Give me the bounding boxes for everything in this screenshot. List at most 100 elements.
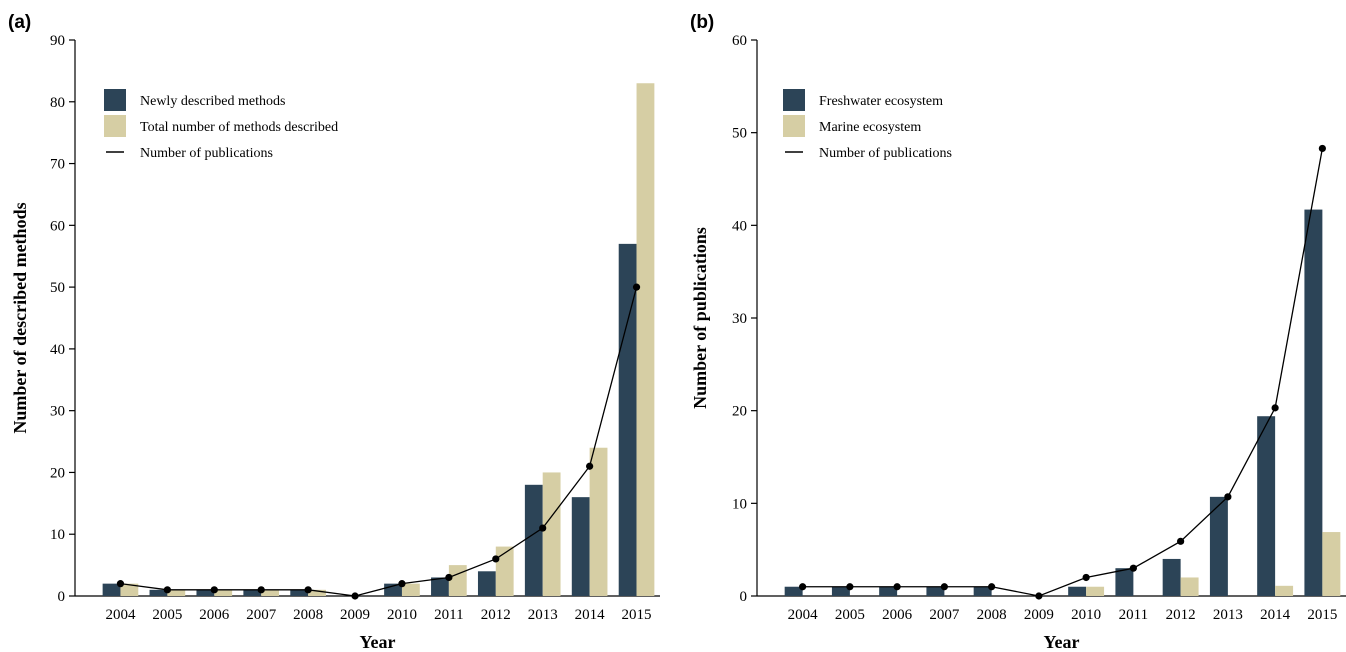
x-tick-label: 2013	[1213, 607, 1243, 623]
bar-dark	[1257, 416, 1276, 596]
y-tick-label: 80	[50, 95, 65, 111]
bar-light	[1086, 586, 1105, 596]
bar-dark	[524, 484, 543, 596]
bar-light	[589, 447, 608, 596]
bar-dark	[149, 589, 168, 596]
publications-line	[120, 286, 638, 597]
line-point	[1082, 573, 1090, 582]
x-tick-label: 2010	[387, 607, 417, 623]
x-tick-label: 2006	[199, 607, 230, 623]
line-point	[940, 583, 948, 591]
bar-dark	[571, 497, 590, 596]
legend-label: Total number of methods described	[140, 120, 338, 135]
line-point	[1224, 493, 1232, 501]
bar-dark	[1304, 209, 1323, 596]
bar-light	[542, 472, 561, 596]
y-tick-label: 20	[50, 465, 65, 481]
x-axis-title: Year	[360, 632, 396, 652]
bar-light	[120, 583, 139, 596]
bar-dark	[243, 589, 262, 596]
x-tick-label: 2013	[528, 607, 558, 623]
legend-label: Newly described methods	[140, 94, 285, 109]
x-tick-label: 2012	[1166, 607, 1196, 623]
x-tick-label: 2005	[152, 607, 182, 623]
x-axis-title: Year	[1044, 632, 1080, 652]
x-tick-label: 2006	[882, 607, 913, 623]
panel-label: (b)	[690, 12, 714, 33]
bar-dark	[290, 589, 309, 596]
bar-dark	[477, 571, 496, 596]
legend-label: Number of publications	[819, 146, 952, 161]
bar-dark	[973, 586, 992, 596]
line-point	[1035, 592, 1043, 600]
bar-light	[167, 589, 186, 596]
bar-dark	[1068, 586, 1087, 596]
x-tick-label: 2007	[246, 607, 277, 623]
line-point	[210, 586, 218, 594]
bar-dark	[831, 586, 850, 596]
y-tick-label: 70	[50, 157, 65, 173]
x-tick-label: 2010	[1071, 607, 1101, 623]
line-point	[1129, 564, 1137, 572]
y-tick-label: 20	[732, 404, 747, 420]
bar-light	[308, 589, 326, 596]
line-point	[893, 583, 901, 591]
line-point	[1177, 537, 1185, 545]
chart-panel-a: (a) 0 10 20 30 40 50 60 70 80 90 2004 2005 2006 2007 20…	[8, 12, 660, 652]
line-point	[304, 586, 312, 594]
x-tick-label: 2012	[481, 607, 511, 623]
bar-light	[448, 565, 467, 596]
x-tick-label: 2008	[293, 607, 323, 623]
legend-swatch	[104, 115, 126, 137]
bar-light	[401, 583, 420, 596]
bar-light	[495, 546, 514, 596]
x-tick-label: 2011	[434, 607, 463, 623]
x-tick-label: 2011	[1119, 607, 1148, 623]
bar-dark	[196, 589, 215, 596]
bar-dark	[102, 583, 121, 596]
y-axis-title: Number of described methods	[10, 202, 30, 433]
legend-label: Freshwater ecosystem	[819, 94, 943, 109]
line-point	[351, 592, 359, 600]
bar-light	[1322, 532, 1341, 596]
bar-dark	[1209, 496, 1228, 596]
x-tick-label: 2014	[575, 607, 606, 623]
line-point	[163, 586, 171, 594]
y-axis-title: Number of publications	[690, 227, 710, 409]
legend-label: Marine ecosystem	[819, 120, 921, 135]
x-tick-label: 2015	[1307, 607, 1337, 623]
line-point	[1271, 404, 1279, 412]
x-tick-label: 2009	[340, 607, 370, 623]
y-tick-label: 0	[740, 589, 748, 605]
y-tick-label: 30	[50, 404, 65, 420]
bar-dark	[1115, 568, 1134, 596]
y-tick-label: 90	[50, 33, 65, 49]
y-tick-label: 10	[50, 527, 65, 543]
legend-swatch	[104, 89, 126, 111]
x-tick-label: 2004	[788, 607, 819, 623]
bar-dark	[618, 243, 637, 596]
line-point	[586, 462, 594, 470]
line-point	[116, 580, 125, 588]
y-tick-label: 60	[50, 218, 65, 234]
line-point	[799, 583, 807, 591]
line-point	[1318, 144, 1326, 153]
bar-light	[1180, 577, 1199, 596]
y-tick-label: 30	[732, 311, 747, 327]
legend: Freshwater ecosystem Marine ecosystem Numb…	[783, 89, 952, 161]
x-tick-label: 2007	[929, 607, 960, 623]
y-tick-label: 40	[50, 342, 65, 358]
line-point	[257, 586, 265, 594]
line-point	[632, 283, 641, 291]
x-tick-label: 2015	[622, 607, 652, 623]
x-tick-label: 2009	[1024, 607, 1054, 623]
y-tick-label: 50	[732, 126, 747, 142]
x-tick-label: 2005	[835, 607, 865, 623]
bar-dark	[1162, 558, 1181, 596]
y-tick-label: 10	[732, 496, 747, 512]
bar-light	[214, 589, 233, 596]
line-point	[988, 583, 996, 591]
legend-swatch	[783, 115, 805, 137]
bar-light	[1275, 585, 1294, 596]
